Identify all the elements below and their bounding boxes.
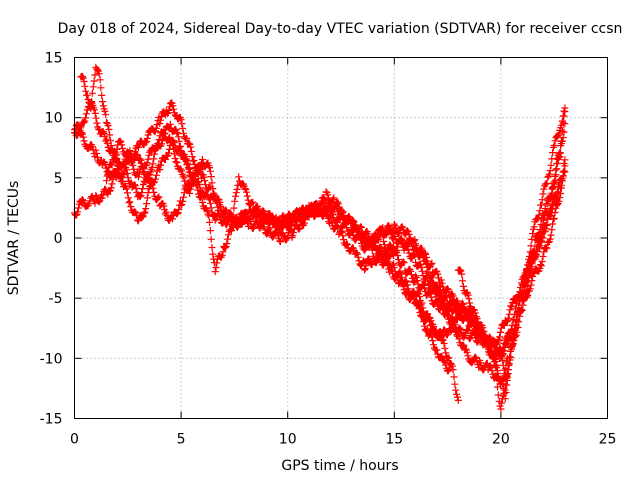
- x-tick-label: 15: [385, 432, 403, 448]
- series-track-8: [103, 126, 206, 197]
- data-point-markers: [71, 99, 569, 359]
- chart-title: Day 018 of 2024, Sidereal Day-to-day VTE…: [58, 21, 623, 37]
- y-tick-label: 0: [54, 231, 63, 247]
- plot-frame: [74, 57, 608, 419]
- x-tick-label: 10: [279, 432, 297, 448]
- y-axis-label: SDTVAR / TECUs: [6, 181, 22, 296]
- data-point-markers: [422, 269, 511, 388]
- series-track-3: [71, 147, 569, 413]
- axis-ticks: [74, 57, 608, 419]
- y-tick-label: 15: [45, 51, 63, 67]
- x-tick-label: 0: [70, 432, 79, 448]
- data-point-markers: [77, 72, 569, 384]
- x-tick-label: 20: [492, 432, 510, 448]
- y-tick-label: -10: [40, 351, 63, 367]
- data-point-markers: [71, 147, 569, 413]
- data-point-markers: [380, 104, 569, 403]
- grid-lines: [74, 57, 608, 419]
- series-track-4: [77, 72, 569, 384]
- data-points: [71, 63, 569, 413]
- y-tick-label: -5: [49, 291, 63, 307]
- data-point-markers: [103, 126, 206, 197]
- y-tick-label: -15: [40, 412, 63, 428]
- series-track-10: [412, 289, 462, 404]
- series-track-7: [380, 104, 569, 403]
- x-axis-label: GPS time / hours: [281, 458, 398, 474]
- x-tick-label: 5: [177, 432, 186, 448]
- series-track-9: [422, 269, 511, 388]
- data-point-markers: [412, 289, 462, 404]
- y-tick-labels: -15 -10 -5 0 5 10 15: [40, 51, 63, 428]
- x-tick-label: 25: [599, 432, 617, 448]
- series-track-1: [71, 99, 569, 359]
- x-tick-labels: 0 5 10 15 20 25: [70, 432, 616, 448]
- y-tick-label: 10: [45, 111, 63, 127]
- y-tick-label: 5: [54, 171, 63, 187]
